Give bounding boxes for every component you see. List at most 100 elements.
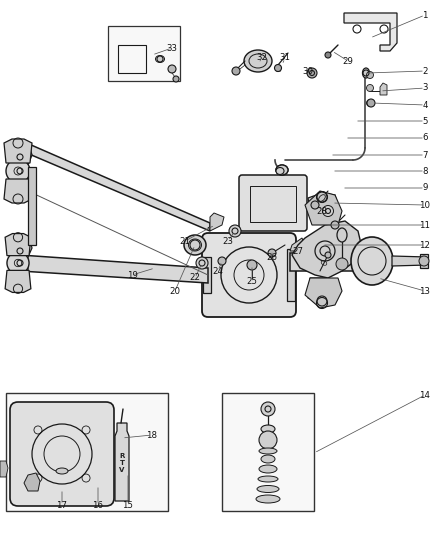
Circle shape bbox=[196, 257, 208, 269]
Polygon shape bbox=[292, 221, 362, 278]
Text: 26: 26 bbox=[266, 254, 278, 262]
Polygon shape bbox=[22, 141, 210, 231]
Polygon shape bbox=[210, 213, 224, 231]
Ellipse shape bbox=[256, 495, 280, 503]
Text: 3: 3 bbox=[422, 84, 428, 93]
Circle shape bbox=[367, 99, 375, 107]
Ellipse shape bbox=[351, 237, 393, 285]
Polygon shape bbox=[344, 13, 397, 51]
Circle shape bbox=[325, 52, 331, 58]
Ellipse shape bbox=[261, 455, 275, 463]
Ellipse shape bbox=[184, 235, 206, 255]
Text: 16: 16 bbox=[92, 500, 103, 510]
Circle shape bbox=[229, 225, 241, 237]
Text: 17: 17 bbox=[57, 500, 67, 510]
Polygon shape bbox=[20, 255, 208, 283]
Circle shape bbox=[336, 258, 348, 270]
Polygon shape bbox=[115, 423, 129, 501]
Circle shape bbox=[173, 76, 179, 82]
Bar bbox=[6, 393, 168, 511]
Text: 11: 11 bbox=[420, 221, 431, 230]
Circle shape bbox=[307, 68, 317, 78]
Ellipse shape bbox=[259, 448, 277, 454]
Circle shape bbox=[331, 221, 339, 229]
Polygon shape bbox=[308, 278, 338, 303]
Polygon shape bbox=[5, 270, 31, 293]
Circle shape bbox=[168, 65, 176, 73]
Circle shape bbox=[367, 85, 374, 92]
Bar bbox=[108, 26, 180, 81]
Text: 1: 1 bbox=[422, 11, 428, 20]
Text: 9: 9 bbox=[422, 183, 427, 192]
Polygon shape bbox=[4, 139, 32, 163]
Ellipse shape bbox=[363, 68, 370, 78]
Text: 22: 22 bbox=[190, 273, 201, 282]
Polygon shape bbox=[308, 193, 338, 221]
FancyBboxPatch shape bbox=[202, 233, 296, 317]
Polygon shape bbox=[24, 473, 40, 491]
Bar bbox=[222, 393, 314, 511]
Text: 21: 21 bbox=[180, 237, 191, 246]
Text: 2: 2 bbox=[422, 67, 428, 76]
Text: 14: 14 bbox=[420, 391, 431, 400]
Ellipse shape bbox=[259, 465, 277, 473]
Ellipse shape bbox=[258, 476, 278, 482]
Circle shape bbox=[311, 201, 319, 209]
Ellipse shape bbox=[276, 167, 284, 174]
Text: 27: 27 bbox=[293, 246, 304, 255]
Circle shape bbox=[232, 67, 240, 75]
Bar bbox=[203, 257, 211, 293]
Text: R
T
V: R T V bbox=[119, 454, 125, 472]
Polygon shape bbox=[305, 191, 342, 225]
Bar bbox=[250, 186, 296, 222]
Text: 10: 10 bbox=[420, 200, 431, 209]
Ellipse shape bbox=[244, 50, 272, 72]
Bar bbox=[28, 167, 36, 245]
Text: 12: 12 bbox=[420, 240, 431, 249]
Circle shape bbox=[419, 256, 429, 266]
Polygon shape bbox=[8, 241, 32, 271]
Circle shape bbox=[218, 257, 226, 265]
Ellipse shape bbox=[155, 55, 165, 62]
Text: 7: 7 bbox=[422, 150, 428, 159]
Text: 25: 25 bbox=[247, 277, 258, 286]
Bar bbox=[287, 249, 295, 301]
Polygon shape bbox=[290, 238, 305, 251]
Circle shape bbox=[322, 206, 333, 216]
Polygon shape bbox=[5, 233, 31, 256]
Polygon shape bbox=[392, 256, 427, 266]
Text: 20: 20 bbox=[170, 287, 180, 295]
Circle shape bbox=[6, 159, 30, 183]
Text: 19: 19 bbox=[127, 271, 138, 279]
Text: 4: 4 bbox=[422, 101, 428, 109]
Polygon shape bbox=[0, 461, 8, 477]
Polygon shape bbox=[305, 278, 342, 308]
Text: 6: 6 bbox=[422, 133, 428, 142]
Ellipse shape bbox=[276, 165, 288, 175]
Ellipse shape bbox=[337, 228, 347, 242]
Circle shape bbox=[7, 252, 29, 274]
Circle shape bbox=[325, 252, 331, 258]
Circle shape bbox=[367, 71, 374, 78]
Circle shape bbox=[367, 100, 374, 107]
Text: 29: 29 bbox=[343, 56, 353, 66]
Circle shape bbox=[261, 402, 275, 416]
Circle shape bbox=[247, 260, 257, 270]
Text: 32: 32 bbox=[257, 53, 268, 62]
Bar bbox=[118, 45, 146, 73]
Ellipse shape bbox=[56, 468, 68, 474]
Ellipse shape bbox=[276, 165, 288, 175]
Text: 8: 8 bbox=[422, 166, 428, 175]
Text: 33: 33 bbox=[166, 44, 177, 52]
Polygon shape bbox=[380, 83, 387, 95]
Bar bbox=[420, 254, 428, 268]
Polygon shape bbox=[290, 253, 355, 271]
Text: 15: 15 bbox=[123, 500, 134, 510]
Polygon shape bbox=[8, 148, 32, 178]
Circle shape bbox=[268, 249, 276, 257]
FancyBboxPatch shape bbox=[10, 402, 114, 506]
Text: 31: 31 bbox=[279, 53, 290, 62]
Text: 23: 23 bbox=[223, 237, 233, 246]
Text: 13: 13 bbox=[420, 287, 431, 295]
FancyBboxPatch shape bbox=[239, 175, 307, 231]
